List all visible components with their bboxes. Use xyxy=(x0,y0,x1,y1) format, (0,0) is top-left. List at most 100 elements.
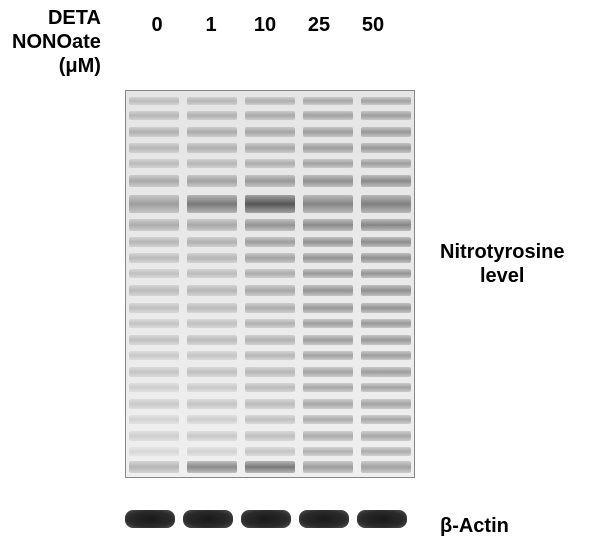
blot-band xyxy=(361,97,411,105)
blot-band xyxy=(129,175,179,187)
blot-band xyxy=(187,219,237,231)
blot-band xyxy=(303,415,353,424)
blot-band xyxy=(245,285,295,296)
blot-band xyxy=(361,399,411,409)
blot-band xyxy=(129,111,179,120)
blot-band xyxy=(361,127,411,137)
blot-band xyxy=(187,461,237,473)
blot-band xyxy=(303,351,353,360)
blot-band xyxy=(129,383,179,392)
blot-band xyxy=(303,269,353,278)
treatment-label-line2: NONOate xyxy=(12,30,101,54)
nitrotyrosine-label-line2: level xyxy=(440,264,564,288)
blot-band xyxy=(245,335,295,345)
blot-band xyxy=(129,285,179,296)
blot-band xyxy=(361,111,411,120)
treatment-label-line3: (μM) xyxy=(12,54,101,78)
blot-band xyxy=(361,319,411,328)
blot-band xyxy=(245,127,295,137)
blot-band xyxy=(303,285,353,296)
treatment-label: DETA NONOate (μM) xyxy=(12,6,101,78)
blot-band xyxy=(361,159,411,168)
blot-band xyxy=(361,269,411,278)
blot-band xyxy=(245,399,295,409)
blot-band xyxy=(303,159,353,168)
blot-band xyxy=(187,431,237,441)
actin-band xyxy=(357,510,407,528)
blot-band xyxy=(245,175,295,187)
blot-band xyxy=(361,447,411,456)
blot-band xyxy=(361,461,411,473)
blot-band xyxy=(129,335,179,345)
blot-lane xyxy=(300,91,356,477)
blot-band xyxy=(245,431,295,441)
blot-band xyxy=(129,237,179,247)
blot-band xyxy=(129,319,179,328)
blot-band xyxy=(187,285,237,296)
blot-band xyxy=(129,269,179,278)
blot-band xyxy=(361,351,411,360)
blot-band xyxy=(245,447,295,456)
beta-actin-row xyxy=(125,510,415,528)
blot-band xyxy=(361,367,411,377)
blot-band xyxy=(187,383,237,392)
blot-band xyxy=(361,143,411,153)
blot-band xyxy=(129,219,179,231)
blot-band xyxy=(245,303,295,313)
blot-band xyxy=(245,143,295,153)
blot-band xyxy=(303,97,353,105)
blot-band xyxy=(129,303,179,313)
blot-band xyxy=(303,195,353,213)
blot-band xyxy=(129,461,179,473)
blot-band xyxy=(303,399,353,409)
blot-band xyxy=(303,237,353,247)
blot-band xyxy=(361,383,411,392)
blot-band xyxy=(187,447,237,456)
blot-band xyxy=(245,415,295,424)
blot-band xyxy=(245,269,295,278)
blot-lane xyxy=(358,91,414,477)
blot-band xyxy=(187,303,237,313)
treatment-label-line1: DETA xyxy=(12,6,101,30)
blot-band xyxy=(361,175,411,187)
actin-band xyxy=(299,510,349,528)
blot-band xyxy=(303,431,353,441)
blot-band xyxy=(129,415,179,424)
blot-band xyxy=(187,127,237,137)
blot-band xyxy=(245,195,295,213)
blot-band xyxy=(245,367,295,377)
actin-band xyxy=(183,510,233,528)
blot-band xyxy=(245,219,295,231)
blot-band xyxy=(129,127,179,137)
blot-band xyxy=(187,269,237,278)
blot-band xyxy=(129,431,179,441)
blot-band xyxy=(129,351,179,360)
blot-band xyxy=(303,319,353,328)
concentration-value: 1 xyxy=(184,14,238,37)
blot-band xyxy=(303,383,353,392)
blot-band xyxy=(361,219,411,231)
blot-band xyxy=(361,335,411,345)
blot-band xyxy=(245,383,295,392)
nitrotyrosine-label-line1: Nitrotyrosine xyxy=(440,240,564,264)
blot-band xyxy=(361,237,411,247)
blot-band xyxy=(303,447,353,456)
blot-band xyxy=(245,351,295,360)
blot-band xyxy=(187,175,237,187)
concentration-value: 0 xyxy=(130,14,184,37)
blot-band xyxy=(129,447,179,456)
concentration-value: 50 xyxy=(346,14,400,37)
blot-band xyxy=(245,237,295,247)
blot-band xyxy=(361,285,411,296)
blot-lane xyxy=(184,91,240,477)
blot-band xyxy=(129,399,179,409)
blot-band xyxy=(303,127,353,137)
blot-band xyxy=(187,351,237,360)
blot-band xyxy=(187,97,237,105)
blot-band xyxy=(187,111,237,120)
blot-band xyxy=(361,415,411,424)
concentration-value: 25 xyxy=(292,14,346,37)
actin-band xyxy=(125,510,175,528)
blot-band xyxy=(187,415,237,424)
concentration-row: 01102550 xyxy=(130,14,400,37)
